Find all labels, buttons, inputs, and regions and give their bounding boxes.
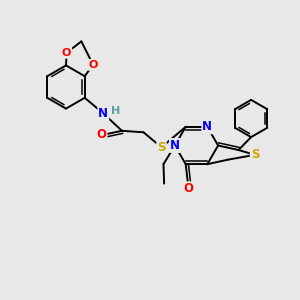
Text: S: S <box>157 141 166 154</box>
Text: S: S <box>251 148 259 161</box>
Text: O: O <box>62 48 71 58</box>
Text: O: O <box>183 182 193 195</box>
Text: N: N <box>202 120 212 133</box>
Text: O: O <box>97 128 106 141</box>
Text: N: N <box>170 139 180 152</box>
Text: H: H <box>111 106 121 116</box>
Text: N: N <box>98 107 108 120</box>
Text: O: O <box>88 60 98 70</box>
